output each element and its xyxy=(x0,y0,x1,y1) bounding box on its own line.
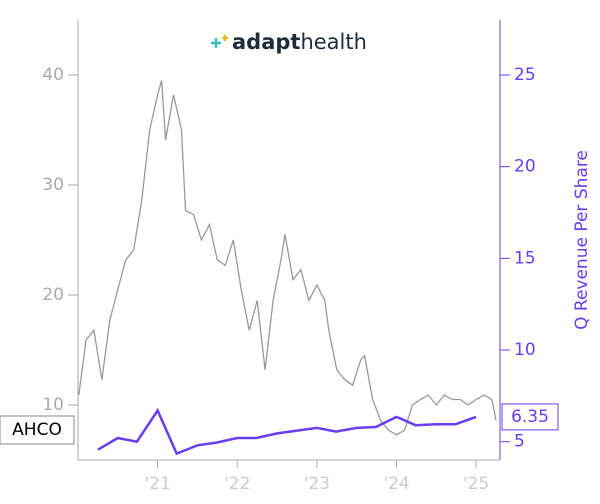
ticker-box xyxy=(0,415,75,445)
y-tick-label: 40 xyxy=(42,65,64,85)
logo-icon xyxy=(222,35,228,41)
y2-tick-label: 5 xyxy=(514,432,525,452)
x-tick-label: '23 xyxy=(304,474,330,494)
series-line xyxy=(78,80,497,436)
logo-light: health xyxy=(300,30,366,54)
logo: adapthealth xyxy=(211,30,367,54)
x-tick-label: '24 xyxy=(383,474,409,494)
logo-icon xyxy=(211,38,221,48)
last-value-label: 6.35 xyxy=(511,407,549,427)
x-tick-label: '22 xyxy=(224,474,250,494)
y-tick-label: 30 xyxy=(42,175,64,195)
x-tick-label: '21 xyxy=(144,474,170,494)
series-line xyxy=(97,407,477,456)
ticker-label: AHCO xyxy=(12,420,62,440)
logo-text: adapthealth xyxy=(232,30,367,54)
y-tick-label: 10 xyxy=(42,395,64,415)
y2-tick-label: 10 xyxy=(514,340,536,360)
last-value-box xyxy=(501,403,559,431)
y2-tick-label: 15 xyxy=(514,248,536,268)
y2-tick-label: 25 xyxy=(514,65,536,85)
logo-bold: adapt xyxy=(232,30,300,54)
y2-axis-label: Q Revenue Per Share xyxy=(572,150,592,330)
y-tick-label: 20 xyxy=(42,285,64,305)
y2-tick-label: 20 xyxy=(514,157,536,177)
x-tick-label: '25 xyxy=(463,474,489,494)
